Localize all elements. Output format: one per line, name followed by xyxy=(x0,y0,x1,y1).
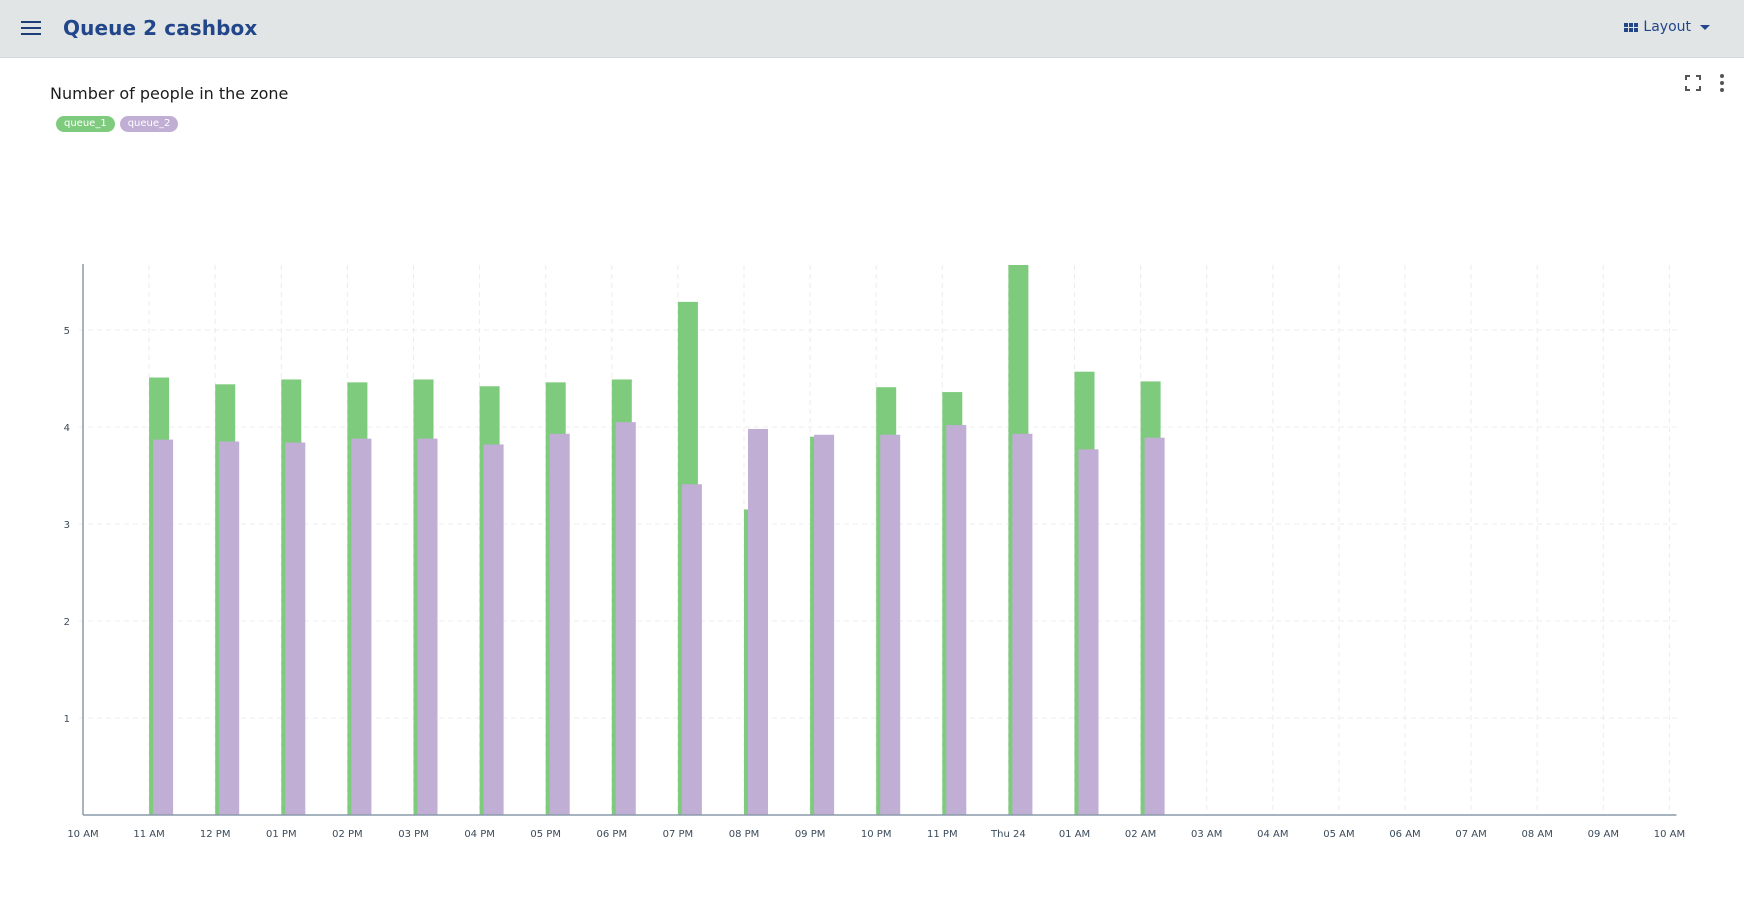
legend-item-queue-2[interactable]: queue_2 xyxy=(119,116,179,132)
bar-queue_2-10[interactable] xyxy=(748,428,768,815)
x-tick-label: 08 PM xyxy=(729,829,760,840)
y-tick-label: 4 xyxy=(64,423,70,434)
layout-dropdown-button[interactable]: Layout xyxy=(1624,16,1710,38)
x-tick-label: 02 AM xyxy=(1125,829,1156,840)
more-vertical-icon[interactable] xyxy=(1716,73,1728,93)
bar-queue_2-3[interactable] xyxy=(285,442,306,815)
y-tick-label: 5 xyxy=(64,326,70,337)
bar-queue_2-7[interactable] xyxy=(549,433,570,815)
x-tick-label: 03 PM xyxy=(398,829,429,840)
y-tick-label: 3 xyxy=(64,520,70,531)
bar-queue_2-1[interactable] xyxy=(153,439,174,815)
top-app-bar: Queue 2 cashbox Layout xyxy=(0,0,1744,58)
x-tick-label: 10 PM xyxy=(861,829,892,840)
grid-icon xyxy=(1624,22,1639,32)
x-tick-label: 11 PM xyxy=(927,829,958,840)
x-tick-label: 05 PM xyxy=(530,829,561,840)
x-tick-label: 07 PM xyxy=(663,829,694,840)
x-tick-label: 01 PM xyxy=(266,829,297,840)
bar-queue_2-9[interactable] xyxy=(681,484,702,815)
x-tick-label: 11 AM xyxy=(133,829,164,840)
bar-queue_2-2[interactable] xyxy=(219,441,240,815)
x-tick-label: 06 PM xyxy=(597,829,628,840)
bar-chart: 10 AM 11 AM 12 PM 01 PM 02 PM 03 PM 04 PM 05 PM… xyxy=(64,264,1685,840)
x-tick-label: 12 PM xyxy=(200,829,231,840)
x-tick-label: 09 AM xyxy=(1588,829,1619,840)
x-tick-label: 03 AM xyxy=(1191,829,1222,840)
bar-queue_2-4[interactable] xyxy=(351,438,372,815)
x-tick-label: 07 AM xyxy=(1455,829,1486,840)
page-title: Queue 2 cashbox xyxy=(63,16,258,40)
chart-title: Number of people in the zone xyxy=(50,84,289,103)
bar-queue_2-12[interactable] xyxy=(880,434,901,815)
legend-item-queue-1[interactable]: queue_1 xyxy=(56,116,115,132)
x-tick-label: 04 AM xyxy=(1257,829,1288,840)
y-tick-label: 1 xyxy=(64,714,70,725)
bar-queue_2-6[interactable] xyxy=(483,444,504,815)
x-tick-label: 01 AM xyxy=(1059,829,1090,840)
x-tick-label: 06 AM xyxy=(1389,829,1420,840)
x-tick-label: Thu 24 xyxy=(990,829,1026,840)
x-tick-label: 02 PM xyxy=(332,829,363,840)
layout-label: Layout xyxy=(1643,19,1691,35)
y-tick-label: 2 xyxy=(64,617,70,628)
bar-queue_2-14[interactable] xyxy=(1012,433,1033,815)
bar-queue_2-15[interactable] xyxy=(1078,449,1099,815)
x-tick-label: 05 AM xyxy=(1323,829,1354,840)
bar-queue_2-11[interactable] xyxy=(814,434,835,815)
fullscreen-icon[interactable] xyxy=(1685,75,1701,91)
chart-legend: queue_1 queue_2 xyxy=(56,116,179,132)
caret-down-icon xyxy=(1700,24,1710,30)
x-tick-label: 09 PM xyxy=(795,829,826,840)
hamburger-menu-icon[interactable] xyxy=(16,15,46,41)
bar-queue_2-5[interactable] xyxy=(417,438,438,815)
x-tick-label: 10 AM xyxy=(1654,829,1685,840)
bar-queue_2-8[interactable] xyxy=(615,422,636,815)
x-tick-label: 08 AM xyxy=(1522,829,1553,840)
bar-queue_2-13[interactable] xyxy=(946,425,967,815)
x-tick-label: 10 AM xyxy=(67,829,98,840)
bar-queue_2-16[interactable] xyxy=(1144,437,1165,815)
x-tick-label: 04 PM xyxy=(464,829,495,840)
